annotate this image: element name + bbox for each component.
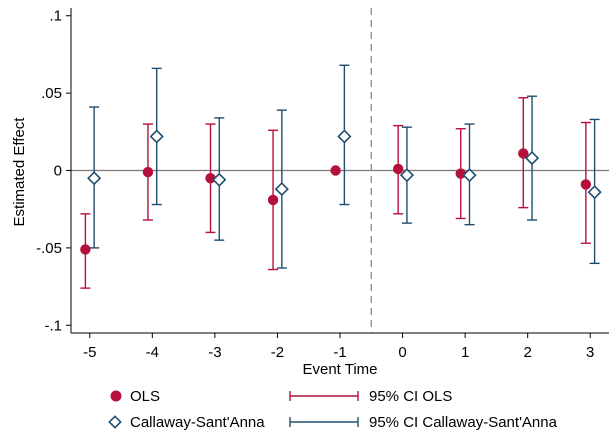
x-tick-label: 0 [398, 344, 406, 361]
legend-ols-marker [110, 390, 122, 402]
y-tick-label: .1 [49, 8, 62, 25]
cs-point [399, 168, 415, 183]
legend-ci-cs-label: 95% CI Callaway-Sant'Anna [369, 414, 558, 431]
legend-ols-label: OLS [130, 388, 160, 405]
axes: -.1 -.05 0 .05 .1 -5 -4 -3 -2 -1 0 1 2 3 [36, 8, 609, 361]
ols-point [205, 173, 216, 184]
ols-point [455, 168, 466, 179]
ols-point [580, 179, 592, 190]
cs-point [212, 172, 227, 187]
cs-point [274, 182, 289, 197]
x-tick-label: -1 [333, 344, 346, 361]
cs-point [149, 129, 164, 144]
cs-point [587, 185, 602, 200]
cs-point [462, 168, 477, 183]
legend-ci-ols-label: 95% CI OLS [369, 388, 452, 405]
ols-point [392, 163, 404, 175]
x-tick-label: 2 [524, 344, 532, 361]
y-tick-label: .05 [41, 85, 62, 102]
y-tick-label: -.05 [36, 240, 62, 257]
ols-point [142, 166, 154, 178]
cs-point [337, 129, 352, 144]
x-axis-title: Event Time [302, 361, 377, 378]
x-tick-label: 1 [461, 344, 469, 361]
ols-point [80, 244, 91, 255]
legend-cs-marker [108, 415, 122, 429]
y-tick-label: 0 [54, 163, 62, 180]
cs-point [524, 151, 540, 166]
x-tick-label: -5 [83, 344, 96, 361]
y-axis-title: Estimated Effect [11, 117, 28, 227]
ols-point [518, 148, 529, 159]
ols-point [330, 165, 341, 176]
y-tick-label: -.1 [44, 317, 62, 334]
cs-point [87, 171, 102, 186]
plot-area [71, 8, 609, 333]
ols-point [267, 194, 279, 206]
legend-cs-label: Callaway-Sant'Anna [130, 414, 265, 431]
x-tick-label: -3 [208, 344, 221, 361]
legend-ci-ols-marker [289, 391, 359, 401]
x-tick-label: 3 [586, 344, 594, 361]
legend-ci-cs-marker [289, 417, 359, 427]
x-tick-label: -4 [146, 344, 159, 361]
x-tick-label: -2 [271, 344, 284, 361]
legend: OLS Callaway-Sant'Anna 95% CI OLS 95% CI… [108, 388, 558, 431]
